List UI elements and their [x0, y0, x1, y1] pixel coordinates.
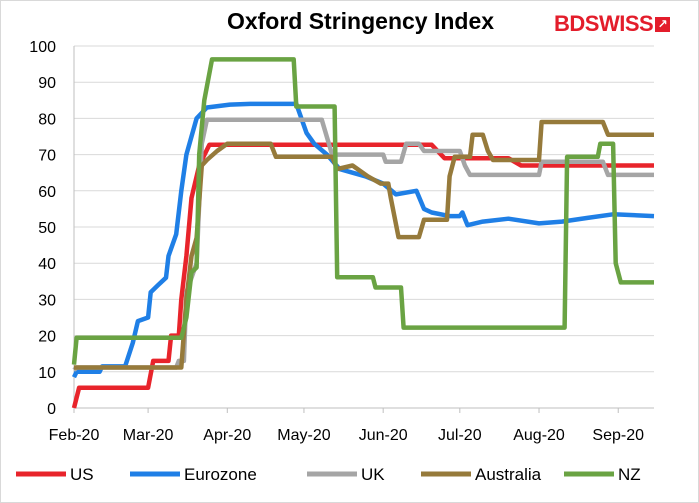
y-tick-label: 20 — [38, 329, 56, 346]
y-tick-label: 30 — [38, 292, 56, 309]
x-tick-label: Feb-20 — [49, 427, 100, 444]
series-line-nz — [71, 57, 654, 365]
x-tick-label: Jun-20 — [359, 427, 408, 444]
y-tick-label: 100 — [29, 39, 56, 56]
tick-labels: 0 10 20 30 40 50 60 70 80 90 100 Feb-20 Mar-20 Apr-20… — [29, 39, 644, 444]
logo-text-part1: BD — [554, 11, 585, 36]
legend-label-nz: NZ — [618, 465, 641, 484]
series-lines — [71, 57, 655, 409]
y-tick-label: 70 — [38, 148, 56, 165]
y-tick-label: 50 — [38, 220, 56, 237]
x-tick-label: May-20 — [277, 427, 330, 444]
y-tick-label: 80 — [38, 111, 56, 128]
y-tick-label: 0 — [47, 401, 56, 418]
x-tick-label: Apr-20 — [203, 427, 251, 444]
x-tick-label: Aug-20 — [513, 427, 565, 444]
chart-title: Oxford Stringency Index — [226, 8, 495, 34]
y-tick-label: 10 — [38, 365, 56, 382]
bdswiss-logo: BD SWISS ↗ — [554, 9, 671, 39]
legend-label-eurozone: Eurozone — [184, 465, 257, 484]
legend-label-uk: UK — [361, 465, 385, 484]
y-tick-label: 60 — [38, 184, 56, 201]
y-tick-label: 40 — [38, 256, 56, 273]
series-line-australia — [74, 119, 654, 370]
x-tick-label: Sep-20 — [592, 427, 644, 444]
y-tick-label: 90 — [38, 75, 56, 92]
series-line-us — [71, 142, 654, 409]
legend-label-us: US — [70, 465, 94, 484]
arrow-icon: ↗ — [655, 16, 671, 32]
x-tick-label: Mar-20 — [123, 427, 174, 444]
legend: US Eurozone UK Australia NZ — [16, 465, 641, 484]
x-tick-label: Jul-20 — [438, 427, 482, 444]
legend-label-australia: Australia — [475, 465, 542, 484]
logo-text-part2: SWISS — [584, 11, 654, 36]
